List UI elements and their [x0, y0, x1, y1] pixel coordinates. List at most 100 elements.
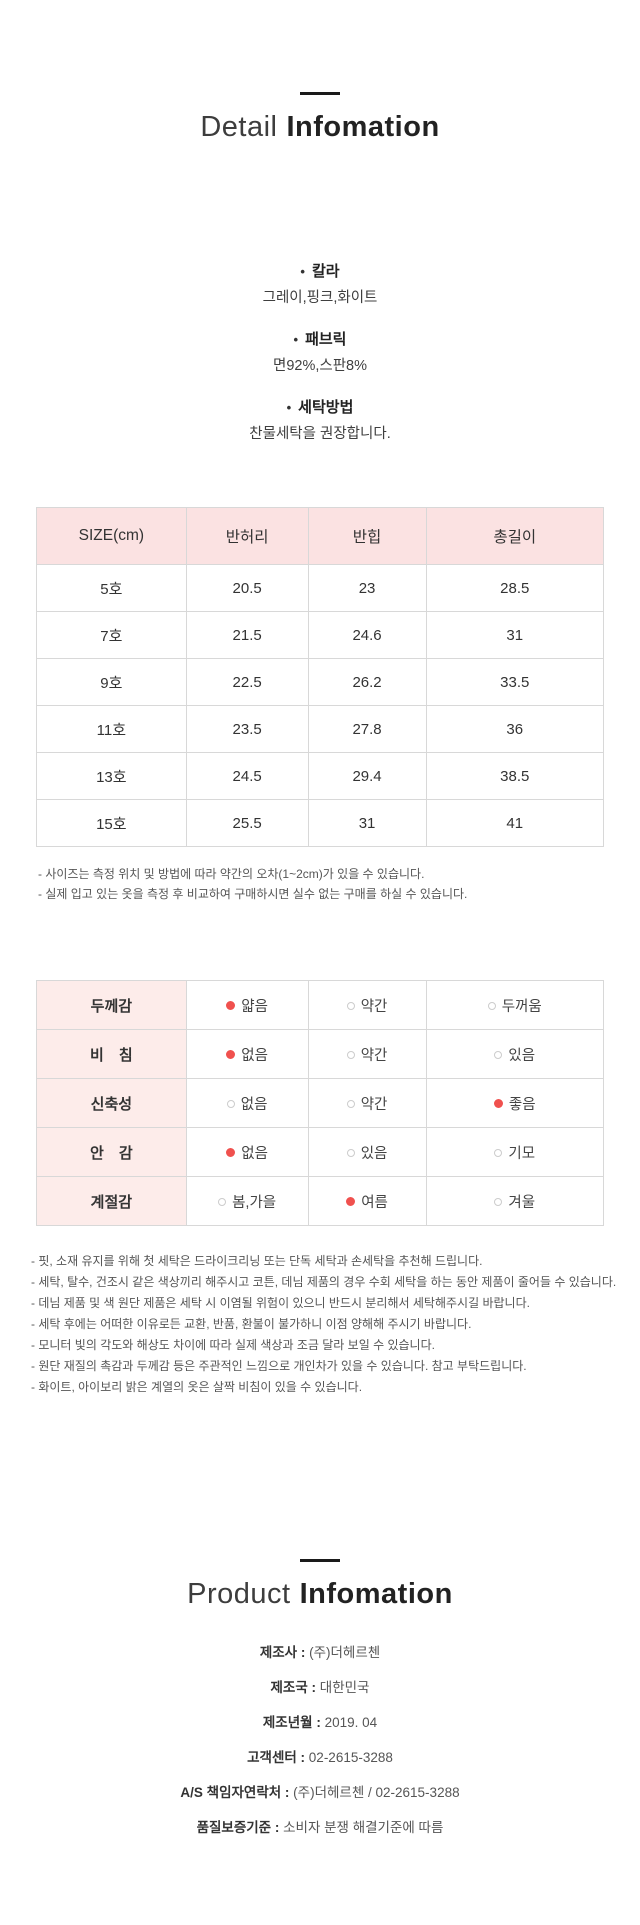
radio-icon: [226, 1000, 236, 1010]
table-row: 15호 25.5 31 41: [36, 799, 604, 847]
table-row: 5호 20.5 23 28.5: [36, 564, 604, 612]
feature-option: 있음: [425, 1029, 604, 1079]
note-line: - 핏, 소재 유지를 위해 첫 세탁은 드라이크리닝 또는 단독 세탁과 손세…: [31, 1254, 483, 1268]
size-cell: 36: [425, 705, 604, 753]
feature-row: 신축성 없음 약간 좋음: [36, 1078, 604, 1128]
feature-option: 있음: [307, 1127, 427, 1177]
care-notes: - 핏, 소재 유지를 위해 첫 세탁은 드라이크리닝 또는 단독 세탁과 손세…: [31, 1252, 640, 1395]
feature-label: 비 침: [36, 1029, 187, 1079]
feature-option: 약간: [307, 1029, 427, 1079]
product-title-bold: Infomation: [299, 1578, 453, 1610]
feature-row: 안 감 없음 있음 기모: [36, 1127, 604, 1177]
feature-row: 계절감 봄,가을 여름 겨울: [36, 1176, 604, 1226]
note-line: - 원단 재질의 촉감과 두께감 등은 주관적인 느낌으로 개인차가 있을 수 …: [31, 1359, 527, 1373]
feature-option-label: 없음: [241, 1145, 268, 1162]
attribute-value: 그레이,핑크,화이트: [262, 290, 378, 306]
feature-option: 겨울: [425, 1176, 604, 1226]
info-row-as-contact: A/S 책임자연락처(주)더헤르첸 / 02-2615-3288: [0, 1781, 640, 1801]
feature-option-label: 두꺼움: [501, 998, 542, 1015]
info-label: 제조사: [260, 1645, 309, 1660]
feature-option-label: 없음: [241, 1047, 268, 1064]
info-row-date: 제조년월2019. 04: [0, 1711, 640, 1731]
feature-option-label: 얇음: [241, 998, 268, 1015]
radio-icon: [346, 1001, 355, 1010]
size-cell: 24.6: [307, 611, 427, 659]
radio-icon: [494, 1148, 503, 1157]
size-col-header: 총길이: [425, 507, 604, 565]
attribute-color: 칼라 그레이,핑크,화이트: [0, 260, 640, 307]
table-row: 11호 23.5 27.8 36: [36, 705, 604, 753]
feature-option: 기모: [425, 1127, 604, 1177]
feature-option-label: 좋음: [508, 1096, 536, 1113]
info-label: 고객센터: [247, 1750, 309, 1765]
info-row-country: 제조국대한민국: [0, 1676, 640, 1696]
detail-title-bold: Infomation: [286, 111, 440, 143]
note-line: - 세탁 후에는 어떠한 이유로든 교환, 반품, 환불이 불가하니 이점 양해…: [31, 1317, 472, 1331]
info-value: 대한민국: [319, 1680, 370, 1695]
size-cell: 5호: [36, 564, 187, 612]
size-cell: 7호: [36, 611, 187, 659]
feature-option-label: 있음: [508, 1047, 536, 1064]
info-row-manufacturer: 제조사(주)더헤르첸: [0, 1641, 640, 1661]
radio-icon: [346, 1099, 355, 1108]
radio-icon: [346, 1050, 355, 1059]
feature-option: 좋음: [425, 1078, 604, 1128]
title-divider-line: [300, 92, 340, 95]
info-row-customer-center: 고객센터02-2615-3288: [0, 1746, 640, 1766]
note-line: - 모니터 빛의 각도와 해상도 차이에 따라 실제 색상과 조금 달라 보일 …: [31, 1338, 435, 1352]
info-value: 02-2615-3288: [308, 1750, 393, 1765]
size-cell: 9호: [36, 658, 187, 706]
radio-icon: [494, 1050, 503, 1059]
size-cell: 22.5: [185, 658, 309, 706]
note-line: - 화이트, 아이보리 밝은 계열의 옷은 살짝 비침이 있을 수 있습니다.: [31, 1380, 363, 1394]
info-label: 품질보증기준: [197, 1820, 284, 1835]
radio-icon: [346, 1196, 356, 1206]
feature-table: 두께감 얇음 약간 두꺼움 비 침 없음 약간 있음 신축성 없음 약간 좋음 …: [36, 980, 604, 1226]
size-cell: 41: [425, 799, 604, 847]
note-line: - 실제 입고 있는 옷을 측정 후 비교하여 구매하시면 실수 없는 구매를 …: [38, 887, 468, 901]
size-col-header: 반힙: [307, 507, 427, 565]
radio-icon: [346, 1148, 355, 1157]
size-cell: 11호: [36, 705, 187, 753]
size-cell: 31: [307, 799, 427, 847]
note-line: - 데님 제품 및 색 원단 제품은 세탁 시 이염될 위험이 있으니 반드시 …: [31, 1296, 530, 1310]
attribute-value: 찬물세탁을 권장합니다.: [249, 426, 391, 442]
size-cell: 25.5: [185, 799, 309, 847]
feature-label: 신축성: [36, 1078, 187, 1128]
feature-option: 약간: [307, 980, 427, 1030]
feature-option-label: 약간: [360, 998, 388, 1015]
table-row: 9호 22.5 26.2 33.5: [36, 658, 604, 706]
size-cell: 20.5: [185, 564, 309, 612]
feature-option-label: 없음: [240, 1096, 268, 1113]
radio-icon: [494, 1197, 503, 1206]
note-line: - 사이즈는 측정 위치 및 방법에 따라 약간의 오차(1~2cm)가 있을 …: [38, 867, 425, 881]
info-value: 소비자 분쟁 해결기준에 따름: [283, 1820, 444, 1835]
feature-option: 없음: [185, 1029, 309, 1079]
size-cell: 21.5: [185, 611, 309, 659]
radio-icon: [493, 1098, 503, 1108]
radio-icon: [226, 1099, 235, 1108]
feature-row: 두께감 얇음 약간 두꺼움: [36, 980, 604, 1030]
size-cell: 15호: [36, 799, 187, 847]
table-row: 13호 24.5 29.4 38.5: [36, 752, 604, 800]
feature-option-label: 기모: [508, 1145, 536, 1162]
size-cell: 27.8: [307, 705, 427, 753]
radio-icon: [487, 1001, 496, 1010]
size-cell: 13호: [36, 752, 187, 800]
table-row: 7호 21.5 24.6 31: [36, 611, 604, 659]
size-cell: 23: [307, 564, 427, 612]
size-cell: 26.2: [307, 658, 427, 706]
attribute-label: 패브릭: [0, 328, 640, 349]
size-cell: 28.5: [425, 564, 604, 612]
attribute-wash: 세탁방법 찬물세탁을 권장합니다.: [0, 396, 640, 443]
feature-option-label: 겨울: [508, 1194, 536, 1211]
attribute-value: 면92%,스판8%: [272, 358, 368, 374]
note-line: - 세탁, 탈수, 건조시 같은 색상끼리 해주시고 코튼, 데님 제품의 경우…: [31, 1275, 617, 1289]
info-value: (주)더헤르첸: [309, 1645, 381, 1660]
attribute-label: 칼라: [0, 260, 640, 281]
feature-option: 두꺼움: [425, 980, 604, 1030]
size-cell: 24.5: [185, 752, 309, 800]
size-notes: - 사이즈는 측정 위치 및 방법에 따라 약간의 오차(1~2cm)가 있을 …: [38, 865, 640, 902]
feature-option-label: 봄,가을: [232, 1194, 277, 1211]
